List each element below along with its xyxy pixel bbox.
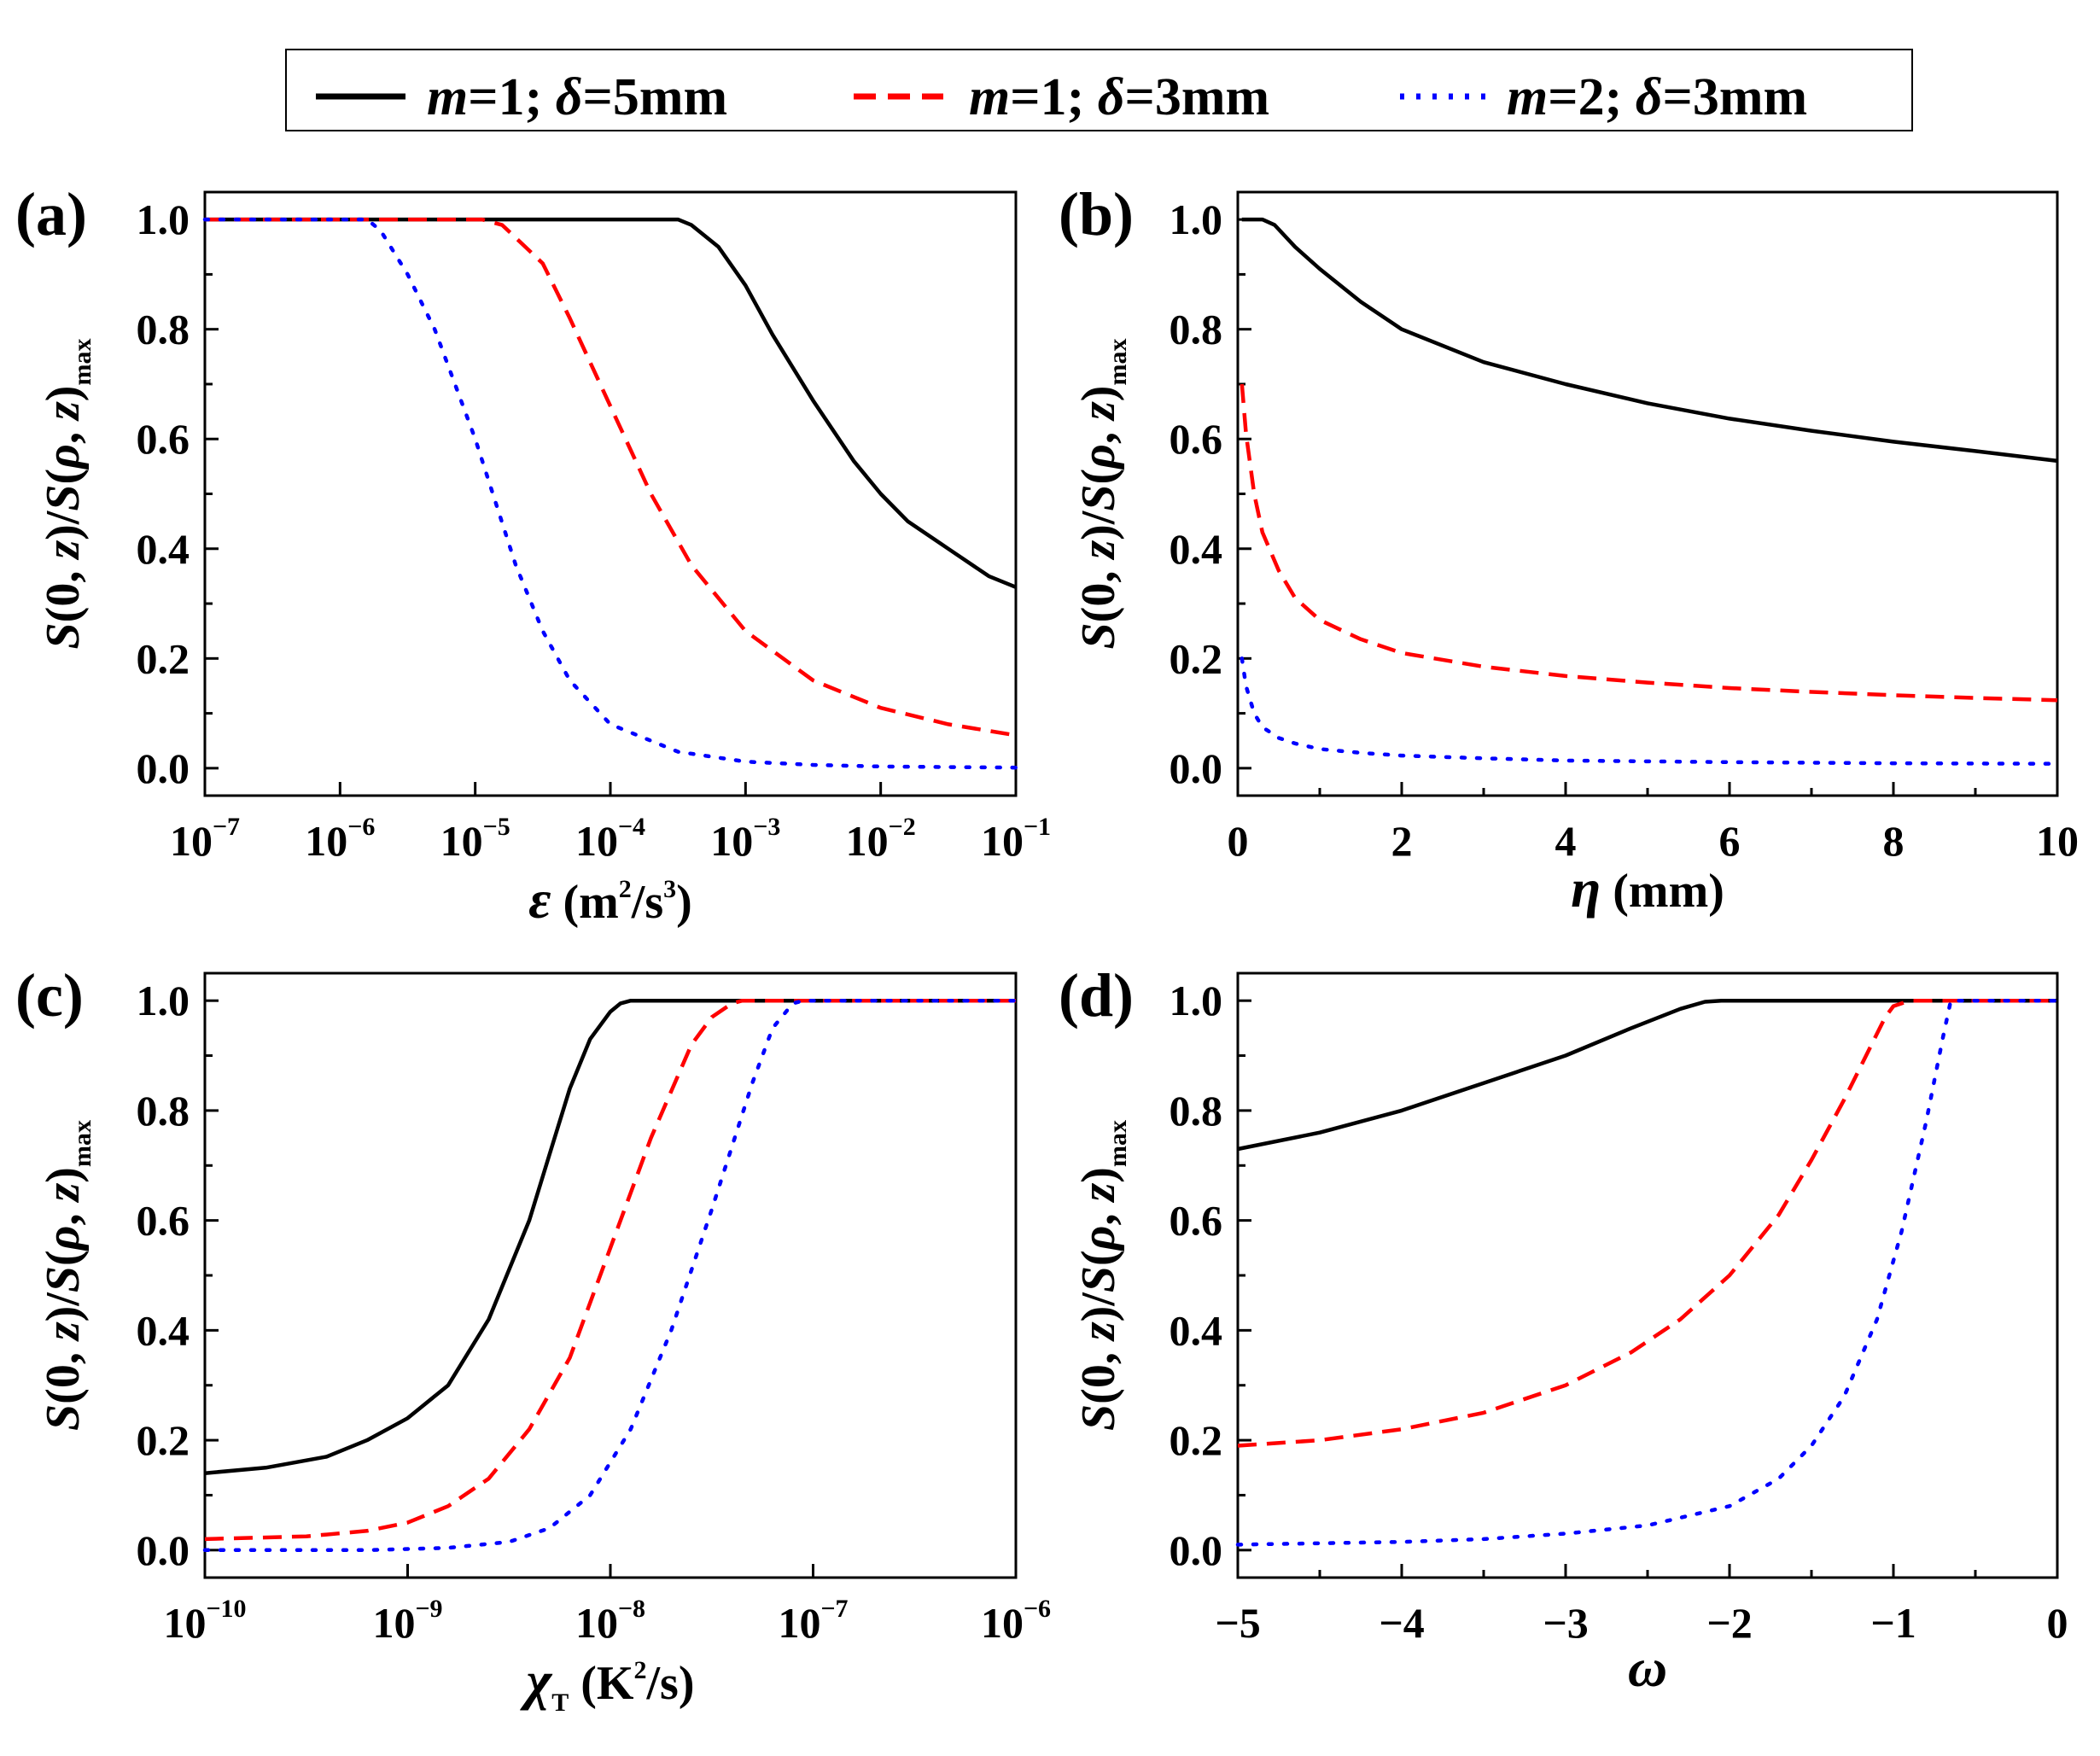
y-tick-label: 0.2: [137, 1416, 190, 1464]
x-tick-label: −1: [1870, 1599, 1916, 1647]
series-line-3: [1235, 998, 2060, 1547]
y-tick-label: 0.6: [1170, 1197, 1223, 1245]
x-axis-title: χT (K2/s): [520, 1650, 695, 1717]
x-tick-label: 10−6: [981, 1595, 1051, 1647]
y-tick-label: 1.0: [1170, 195, 1223, 243]
y-tick-label: 1.0: [137, 977, 190, 1024]
panel-label: (d): [1059, 961, 1134, 1030]
series-line-3: [202, 998, 1018, 1553]
x-tick-label: 0: [1228, 817, 1249, 865]
x-tick-label: 8: [1883, 817, 1905, 865]
x-tick-label: 10−10: [163, 1595, 246, 1647]
legend: m=1; δ=5mm m=1; δ=3mm m=2; δ=3mm: [285, 49, 1913, 131]
x-tick-label: 10−6: [305, 813, 375, 865]
y-tick-label: 0.6: [1170, 415, 1223, 463]
x-tick-label: −2: [1706, 1599, 1753, 1647]
legend-label-1: m=1; δ=5mm: [427, 68, 727, 126]
y-axis-title: S(0, z)/S(ρ, z)max: [37, 339, 96, 650]
series-line-1: [205, 217, 1017, 589]
series-line-2: [1240, 383, 2058, 703]
chart-panel-d: (d) 0.0 0.2 0.4 0.6 0.8 1.0 −5 −4 −3 −2 −1 0 S(0, z)/…: [1059, 961, 2068, 1698]
series-line-1: [1241, 217, 2058, 464]
y-tick-label: 0.0: [1170, 744, 1223, 792]
legend-label-3: m=2; δ=3mm: [1507, 68, 1807, 126]
x-axis-title: ε (m2/s3): [528, 869, 692, 930]
legend-label-2: m=1; δ=3mm: [969, 68, 1269, 126]
y-axis-title: S(0, z)/S(ρ, z)max: [1072, 1120, 1132, 1431]
y-tick-label: 0.4: [137, 1306, 190, 1354]
y-axis-title: S(0, z)/S(ρ, z)max: [37, 1120, 96, 1431]
y-tick-label: 0.2: [1170, 634, 1223, 682]
x-tick-label: 10−4: [575, 813, 645, 865]
x-tick-label: 10−8: [575, 1595, 645, 1647]
x-tick-label: 10−9: [372, 1595, 442, 1647]
panel-label: (b): [1059, 180, 1134, 248]
y-tick-label: 0.8: [1170, 1087, 1223, 1135]
x-tick-label: −5: [1215, 1599, 1261, 1647]
chart-panel-b: (b) 0.0 0.2 0.4 0.6 0.8 1.0 0 2 4 6 8 10 S(0, z)/S(ρ,…: [1059, 180, 2079, 919]
x-tick-label: 2: [1391, 817, 1413, 865]
x-tick-label: 10−7: [170, 813, 240, 865]
plot-frame: [203, 190, 1018, 797]
y-tick-label: 0.4: [1170, 1306, 1223, 1354]
x-tick-label: 10−1: [981, 813, 1051, 865]
y-tick-label: 0.0: [137, 1526, 190, 1574]
x-tick-label: 10−7: [778, 1595, 848, 1647]
y-tick-label: 0.0: [137, 744, 190, 792]
series-line-3: [1240, 656, 2060, 766]
x-tick-label: −4: [1379, 1599, 1425, 1647]
series-line-1: [1237, 998, 2057, 1152]
x-axis-title: η (mm): [1571, 858, 1724, 919]
y-tick-label: 0.6: [137, 415, 190, 463]
series-line-2: [205, 217, 1017, 738]
x-tick-label: 10−3: [710, 813, 780, 865]
chart-panel-c: (c) 0.0 0.2 0.4 0.6 0.8 1.0 10−10 10−9 10−8 10−7 10…: [15, 961, 1051, 1717]
x-tick-label: 4: [1555, 817, 1577, 865]
plot-frame: [203, 971, 1018, 1579]
y-tick-label: 1.0: [1170, 977, 1223, 1024]
plot-frame: [1236, 971, 2059, 1579]
series-line-2: [204, 998, 1016, 1542]
x-tick-label: 10−2: [846, 813, 916, 865]
y-tick-label: 0.8: [137, 306, 190, 353]
chart-panel-a: (a) 0.0 0.2 0.4 0.6 0.8 1.0 10−7 10−6 10−5 10−4 10−…: [15, 180, 1051, 930]
y-tick-label: 0.4: [1170, 525, 1223, 573]
y-tick-label: 0.8: [1170, 306, 1223, 353]
y-tick-label: 0.4: [137, 525, 190, 573]
legend-frame: [285, 49, 1913, 131]
plot-frame: [1236, 190, 2059, 797]
y-tick-label: 0.0: [1170, 1526, 1223, 1574]
x-tick-label: 10: [2036, 817, 2079, 865]
x-tick-label: 0: [2047, 1599, 2068, 1647]
series-line-3: [202, 217, 1018, 770]
panel-label: (a): [15, 180, 87, 248]
x-tick-label: 6: [1719, 817, 1741, 865]
chart-panels: (a)0.00.20.40.60.81.010−7 10−6 10−5 10−4 10−…: [15, 180, 2079, 1717]
y-tick-label: 0.8: [137, 1087, 190, 1135]
series-line-2: [1237, 998, 2057, 1448]
y-axis-title: S(0, z)/S(ρ, z)max: [1072, 339, 1132, 650]
y-tick-label: 0.2: [137, 634, 190, 682]
panel-label: (c): [15, 961, 84, 1030]
x-axis-title: ω: [1628, 1637, 1667, 1698]
series-line-1: [204, 998, 1016, 1475]
y-tick-label: 0.6: [137, 1197, 190, 1245]
x-tick-label: 10−5: [440, 813, 510, 865]
y-tick-label: 0.2: [1170, 1416, 1223, 1464]
x-tick-label: −3: [1543, 1599, 1589, 1647]
y-tick-label: 1.0: [137, 195, 190, 243]
